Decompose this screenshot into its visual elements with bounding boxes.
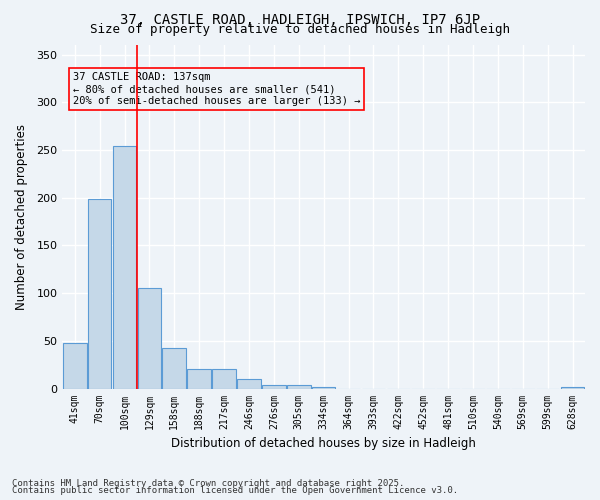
Bar	[561, 386, 584, 388]
Bar	[287, 384, 311, 388]
Bar	[212, 370, 236, 388]
Bar	[137, 288, 161, 388]
Text: Contains public sector information licensed under the Open Government Licence v3: Contains public sector information licen…	[12, 486, 458, 495]
Y-axis label: Number of detached properties: Number of detached properties	[15, 124, 28, 310]
Text: Contains HM Land Registry data © Crown copyright and database right 2025.: Contains HM Land Registry data © Crown c…	[12, 478, 404, 488]
X-axis label: Distribution of detached houses by size in Hadleigh: Distribution of detached houses by size …	[171, 437, 476, 450]
Bar	[237, 379, 261, 388]
Bar	[88, 198, 112, 388]
Text: 37, CASTLE ROAD, HADLEIGH, IPSWICH, IP7 6JP: 37, CASTLE ROAD, HADLEIGH, IPSWICH, IP7 …	[120, 12, 480, 26]
Bar	[312, 386, 335, 388]
Bar	[163, 348, 186, 389]
Text: Size of property relative to detached houses in Hadleigh: Size of property relative to detached ho…	[90, 22, 510, 36]
Bar	[262, 384, 286, 388]
Bar	[187, 370, 211, 388]
Text: 37 CASTLE ROAD: 137sqm
← 80% of detached houses are smaller (541)
20% of semi-de: 37 CASTLE ROAD: 137sqm ← 80% of detached…	[73, 72, 360, 106]
Bar	[63, 342, 86, 388]
Bar	[113, 146, 136, 388]
